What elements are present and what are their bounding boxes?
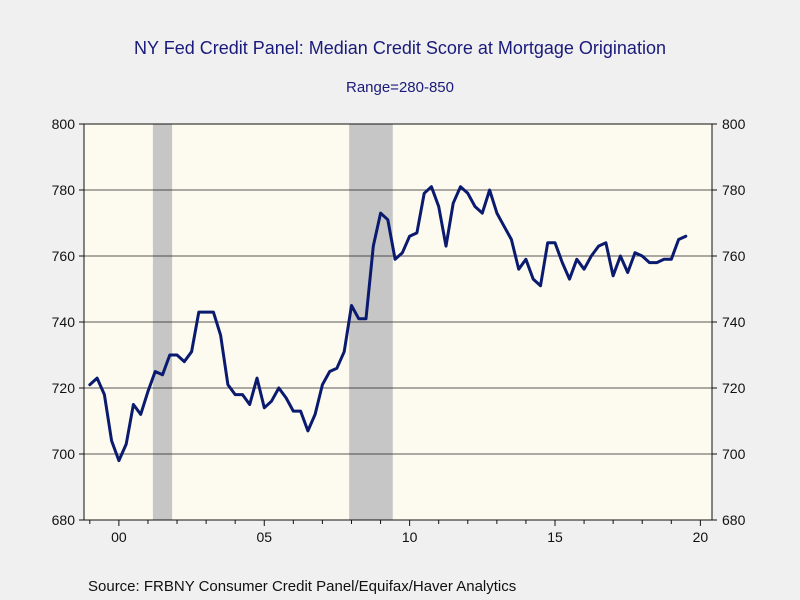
x-tick-label: 00 (111, 529, 127, 545)
chart-subtitle: Range=280-850 (345, 79, 454, 96)
chart-source: Source: FRBNY Consumer Credit Panel/Equi… (88, 578, 517, 595)
y-tick-label-left: 760 (52, 248, 76, 264)
y-tick-label-right: 760 (722, 248, 746, 264)
y-tick-label-left: 700 (52, 446, 76, 462)
chart-title: NY Fed Credit Panel: Median Credit Score… (134, 38, 666, 58)
axis-tick-labels: 680 680 700 700 720 720 740 740 760 760 780 780 800 8… (52, 116, 746, 545)
axis-ticks (79, 123, 717, 526)
x-tick-label: 20 (693, 529, 709, 545)
y-tick-label-left: 800 (52, 116, 76, 132)
y-tick-label-right: 780 (722, 182, 746, 198)
y-tick-label-right: 800 (722, 116, 746, 132)
x-tick-label: 15 (547, 529, 563, 545)
x-tick-label: 10 (402, 529, 418, 545)
y-tick-label-left: 780 (52, 182, 76, 198)
y-tick-label-right: 720 (722, 380, 746, 396)
y-tick-label-left: 740 (52, 314, 76, 330)
series-line (88, 185, 688, 463)
y-tick-label-right: 680 (722, 512, 746, 528)
y-tick-label-right: 700 (722, 446, 746, 462)
y-tick-label-left: 680 (52, 512, 76, 528)
x-tick-label: 05 (256, 529, 272, 545)
y-tick-label-left: 720 (52, 380, 76, 396)
y-tick-label-right: 740 (722, 314, 746, 330)
